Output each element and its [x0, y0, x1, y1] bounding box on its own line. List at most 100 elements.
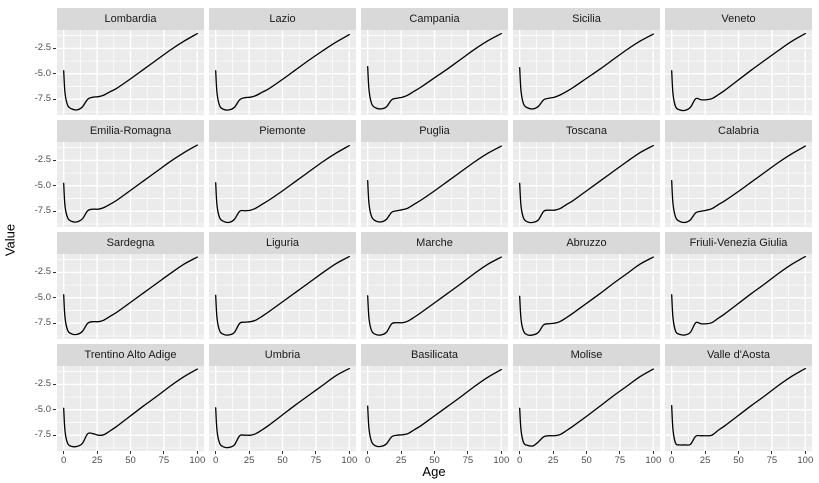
- facet-strip: Calabria: [665, 120, 812, 142]
- facet-9: Toscana: [513, 120, 660, 227]
- y-tick-mark: [53, 322, 56, 324]
- facet-1: Lombardia: [57, 8, 204, 115]
- facet-8: Puglia: [361, 120, 508, 227]
- x-tick-label: 25: [699, 455, 711, 466]
- facet-title: Valle d'Aosta: [706, 349, 771, 361]
- facet-panel: [665, 142, 812, 227]
- facet-15: Friuli-Venezia Giulia: [665, 232, 812, 339]
- facet-panel: [209, 30, 356, 115]
- line-series: [671, 32, 806, 112]
- x-tick-label: 50: [581, 455, 592, 466]
- facet-panel: [209, 142, 356, 227]
- facet-title: Abruzzo: [566, 237, 607, 249]
- facet-panel: [57, 142, 204, 227]
- x-tick-label: 75: [158, 455, 170, 466]
- facet-title: Marche: [416, 237, 453, 249]
- y-tick-mark: [53, 73, 56, 75]
- facet-12: Liguria: [209, 232, 356, 339]
- x-tick-mark: [248, 451, 250, 454]
- facet-strip: Veneto: [665, 8, 812, 30]
- facet-title: Piemonte: [259, 125, 306, 137]
- facet-title: Sardegna: [106, 237, 155, 249]
- facet-panel: [57, 254, 204, 339]
- y-tick-mark: [53, 383, 56, 385]
- x-tick-mark: [348, 451, 350, 454]
- line-series: [671, 145, 806, 224]
- facet-panel: [361, 30, 508, 115]
- facet-strip: Emilia-Romagna: [57, 120, 204, 142]
- facet-7: Piemonte: [209, 120, 356, 227]
- facet-strip: Trentino Alto Adige: [57, 344, 204, 366]
- x-tick-label: 50: [125, 455, 136, 466]
- line-series: [215, 367, 350, 449]
- facet-panel: [513, 254, 660, 339]
- x-tick-mark: [519, 451, 521, 454]
- facet-panel: [57, 366, 204, 451]
- x-tick-mark: [130, 451, 131, 454]
- facet-strip: Campania: [361, 8, 508, 30]
- facet-18: Basilicata: [361, 344, 508, 451]
- x-tick-label: 100: [189, 455, 206, 466]
- y-axis-title: Value: [2, 223, 18, 257]
- facet-title: Toscana: [566, 125, 607, 137]
- x-tick-label: 0: [669, 455, 675, 466]
- line-series: [367, 256, 502, 336]
- x-tick-mark: [282, 451, 283, 454]
- x-tick-label: 50: [429, 455, 440, 466]
- y-tick-label: -2.5: [34, 266, 51, 278]
- facet-strip: Friuli-Venezia Giulia: [665, 232, 812, 254]
- x-tick-label: 0: [517, 455, 523, 466]
- y-tick-label: -7.5: [34, 93, 51, 105]
- x-tick-label: 100: [341, 455, 358, 466]
- facet-strip: Lazio: [209, 8, 356, 30]
- x-tick-label: 100: [645, 455, 662, 466]
- facet-title: Lombardia: [104, 13, 157, 25]
- y-tick-label: -5.0: [34, 179, 51, 191]
- x-tick-mark: [63, 451, 65, 454]
- y-tick-label: -2.5: [34, 42, 51, 54]
- x-tick-mark: [96, 451, 98, 454]
- x-tick-label: 75: [766, 455, 778, 466]
- facet-strip: Basilicata: [361, 344, 508, 366]
- facet-panel: [513, 366, 660, 451]
- y-tick-label: -2.5: [34, 378, 51, 390]
- y-tick-mark: [53, 409, 56, 411]
- x-tick-mark: [704, 451, 706, 454]
- facet-panel: [57, 30, 204, 115]
- x-tick-mark: [215, 451, 217, 454]
- facet-strip: Valle d'Aosta: [665, 344, 812, 366]
- x-tick-mark: [652, 451, 654, 454]
- facet-title: Friuli-Venezia Giulia: [689, 237, 788, 249]
- facet-title: Campania: [409, 13, 460, 25]
- line-series: [367, 145, 502, 223]
- facet-strip: Liguria: [209, 232, 356, 254]
- y-tick-mark: [53, 185, 56, 187]
- facet-panel: [665, 254, 812, 339]
- facet-title: Basilicata: [410, 349, 459, 361]
- line-series: [519, 33, 654, 110]
- facet-2: Lazio: [209, 8, 356, 115]
- line-series: [519, 368, 654, 447]
- x-tick-mark: [400, 451, 402, 454]
- facet-panel: [665, 366, 812, 451]
- facet-panel: [209, 254, 356, 339]
- facet-title: Trentino Alto Adige: [84, 349, 177, 361]
- line-series: [519, 256, 654, 336]
- line-series: [63, 256, 198, 336]
- x-tick-mark: [771, 451, 773, 454]
- y-tick-label: -5.0: [34, 291, 51, 303]
- facet-strip: Marche: [361, 232, 508, 254]
- x-tick-label: 75: [614, 455, 626, 466]
- y-tick-label: -7.5: [34, 205, 51, 217]
- x-tick-label: 0: [213, 455, 219, 466]
- y-tick-mark: [53, 434, 56, 436]
- facet-title: Sicilia: [572, 13, 601, 25]
- facet-13: Marche: [361, 232, 508, 339]
- x-tick-mark: [467, 451, 469, 454]
- y-tick-label: -5.0: [34, 403, 51, 415]
- line-series: [671, 367, 806, 446]
- x-tick-label: 50: [277, 455, 288, 466]
- y-tick-mark: [53, 159, 56, 161]
- x-tick-mark: [434, 451, 435, 454]
